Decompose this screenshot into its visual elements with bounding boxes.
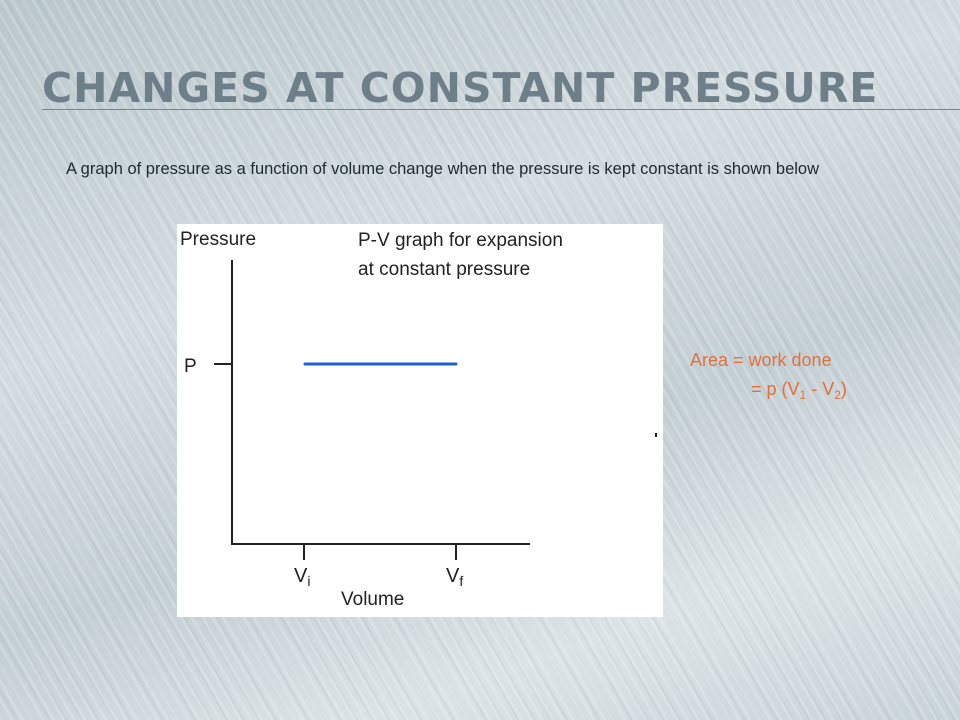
graph-heading-line1: P-V graph for expansion bbox=[358, 230, 563, 251]
intro-text: A graph of pressure as a function of vol… bbox=[66, 160, 820, 178]
formula-line1: Area = work done bbox=[690, 350, 832, 370]
vi-tick-label: Vi bbox=[294, 565, 310, 589]
x-axis-label: Volume bbox=[341, 589, 404, 610]
work-formula: Area = work done = p (V1 - V2) bbox=[690, 346, 847, 404]
stray-mark bbox=[655, 433, 657, 437]
y-axis-label: Pressure bbox=[180, 229, 256, 250]
vf-tick-label: Vf bbox=[446, 565, 463, 589]
slide-title: CHANGES AT CONSTANT PRESSURE bbox=[42, 64, 879, 112]
pv-graph-svg: Pressure P-V graph for expansion at cons… bbox=[180, 229, 563, 610]
pv-graph-image: Pressure P-V graph for expansion at cons… bbox=[177, 224, 663, 617]
title-underline bbox=[42, 109, 960, 110]
p-tick-label: P bbox=[184, 356, 197, 377]
formula-line2: = p (V1 - V2) bbox=[751, 379, 847, 402]
graph-heading-line2: at constant pressure bbox=[358, 259, 530, 280]
